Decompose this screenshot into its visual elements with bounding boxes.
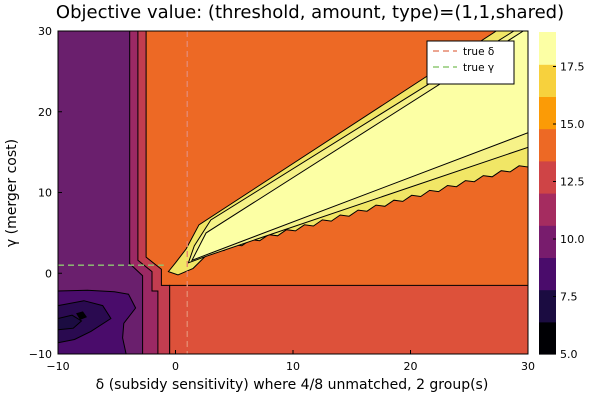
- colorbar-segment: [539, 32, 556, 65]
- y-tick-label: 20: [38, 106, 52, 119]
- colorbar-tick-label: 12.5: [560, 176, 585, 189]
- colorbar-segment: [539, 96, 556, 130]
- colorbar-tick-label: 5.0: [560, 348, 578, 361]
- chart-title: Objective value: (threshold, amount, typ…: [56, 2, 564, 23]
- region-wedge-inner: [190, 31, 528, 262]
- colorbar-segment: [539, 257, 556, 291]
- colorbar-tick-label: 15.0: [560, 118, 585, 131]
- x-tick-label: −10: [46, 360, 69, 373]
- region-bottom-left-inner: [58, 300, 112, 344]
- colorbar-segment: [539, 289, 556, 323]
- y-axis-label: γ (merger cost): [4, 139, 20, 247]
- region-bottom-right-block: [169, 284, 528, 354]
- region-left-band: [58, 31, 144, 354]
- y-tick-label: −10: [29, 348, 52, 361]
- region-bottom-left-min: [76, 311, 87, 320]
- legend-entry-label: true δ: [463, 46, 494, 58]
- region-bottom-left-core: [58, 314, 83, 331]
- colorbar-tick-label: 7.5: [560, 291, 578, 304]
- x-axis-label: δ (subsidy sensitivity) where 4/8 unmatc…: [96, 377, 489, 393]
- colorbar-tick-label: 17.5: [560, 61, 585, 74]
- x-tick-label: 10: [286, 360, 300, 373]
- colorbar-segment: [539, 128, 556, 162]
- y-tick-label: 10: [38, 187, 52, 200]
- colorbar-segment: [539, 64, 556, 97]
- y-tick-label: 30: [38, 25, 52, 38]
- colorbar-segment: [539, 160, 556, 194]
- x-tick-label: 30: [521, 360, 535, 373]
- y-tick-label: 0: [45, 267, 52, 280]
- colorbar-segment: [539, 321, 556, 355]
- x-tick-label: 0: [172, 360, 179, 373]
- legend-entry-label: true γ: [463, 62, 494, 74]
- colorbar-tick-label: 10.0: [560, 233, 585, 246]
- x-tick-label: 20: [404, 360, 418, 373]
- colorbar-segment: [539, 225, 556, 258]
- legend-box: [426, 40, 515, 85]
- colorbar-segment: [539, 193, 556, 226]
